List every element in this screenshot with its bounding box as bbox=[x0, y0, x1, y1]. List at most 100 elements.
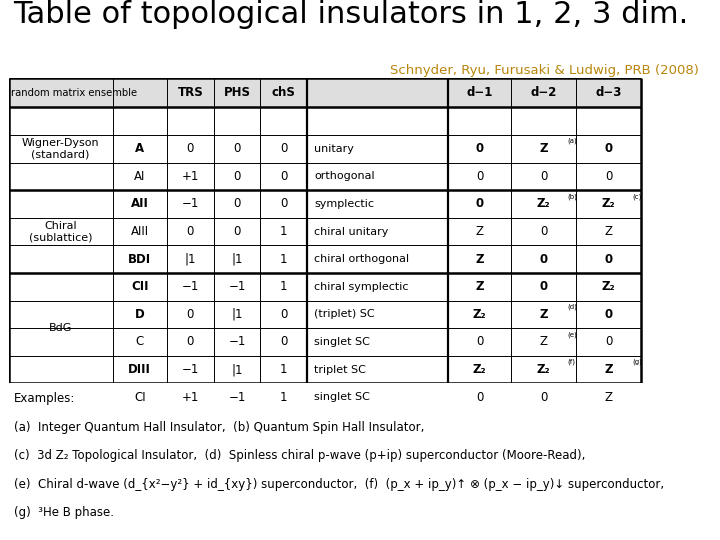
Text: Z: Z bbox=[605, 225, 613, 238]
Text: 0: 0 bbox=[280, 142, 287, 155]
Text: 0: 0 bbox=[540, 170, 547, 183]
Text: singlet SC: singlet SC bbox=[315, 392, 370, 402]
Text: (a): (a) bbox=[567, 138, 577, 145]
Text: BDI: BDI bbox=[128, 253, 151, 266]
Text: (b): (b) bbox=[567, 193, 577, 200]
Text: (c): (c) bbox=[632, 193, 642, 200]
Text: Z₂: Z₂ bbox=[602, 280, 616, 293]
Text: 1: 1 bbox=[280, 253, 287, 266]
Text: 0: 0 bbox=[475, 142, 484, 155]
Text: 0: 0 bbox=[186, 335, 194, 348]
Text: 1: 1 bbox=[280, 280, 287, 293]
Text: −1: −1 bbox=[181, 363, 199, 376]
Text: (g)  ³He B phase.: (g) ³He B phase. bbox=[14, 506, 114, 519]
Text: 0: 0 bbox=[475, 198, 484, 211]
Text: −1: −1 bbox=[181, 198, 199, 211]
Text: 1: 1 bbox=[280, 391, 287, 404]
Text: AI: AI bbox=[134, 170, 145, 183]
Text: Z: Z bbox=[539, 142, 548, 155]
Text: 1: 1 bbox=[280, 363, 287, 376]
Text: BdG: BdG bbox=[49, 323, 72, 333]
Text: Z₂: Z₂ bbox=[537, 363, 551, 376]
Text: (e): (e) bbox=[567, 331, 577, 338]
Text: 0: 0 bbox=[540, 391, 547, 404]
Text: AII: AII bbox=[131, 198, 148, 211]
Text: Z: Z bbox=[475, 253, 484, 266]
Text: Z: Z bbox=[605, 363, 613, 376]
Text: DIII: DIII bbox=[128, 363, 151, 376]
Text: chiral symplectic: chiral symplectic bbox=[315, 282, 409, 292]
Text: −1: −1 bbox=[228, 280, 246, 293]
Text: unitary: unitary bbox=[315, 144, 354, 154]
Text: |1: |1 bbox=[231, 308, 243, 321]
Text: 0: 0 bbox=[605, 308, 613, 321]
Text: +1: +1 bbox=[181, 170, 199, 183]
Text: 0: 0 bbox=[540, 253, 548, 266]
Text: Z₂: Z₂ bbox=[472, 363, 486, 376]
Text: 0: 0 bbox=[605, 253, 613, 266]
Text: d−2: d−2 bbox=[531, 86, 557, 99]
Text: 0: 0 bbox=[186, 142, 194, 155]
Text: −1: −1 bbox=[228, 391, 246, 404]
Bar bbox=[9, 78, 641, 107]
Text: 1: 1 bbox=[280, 225, 287, 238]
Text: 0: 0 bbox=[280, 170, 287, 183]
Text: Z: Z bbox=[475, 225, 483, 238]
Text: 0: 0 bbox=[476, 391, 483, 404]
Text: 0: 0 bbox=[540, 225, 547, 238]
Text: 0: 0 bbox=[476, 170, 483, 183]
Text: 0: 0 bbox=[233, 198, 240, 211]
Text: Chiral
(sublattice): Chiral (sublattice) bbox=[29, 221, 92, 242]
Text: |1: |1 bbox=[231, 363, 243, 376]
Text: 0: 0 bbox=[605, 335, 613, 348]
Text: −1: −1 bbox=[228, 335, 246, 348]
Text: random matrix ensemble: random matrix ensemble bbox=[11, 88, 137, 98]
Text: 0: 0 bbox=[186, 225, 194, 238]
Text: −1: −1 bbox=[181, 280, 199, 293]
Text: 0: 0 bbox=[233, 142, 240, 155]
Text: (e)  Chiral d-wave (d_{x²−y²} + id_{xy}) superconductor,  (f)  (p_x + ip_y)↑ ⊗ (: (e) Chiral d-wave (d_{x²−y²} + id_{xy}) … bbox=[14, 478, 665, 491]
Text: symplectic: symplectic bbox=[315, 199, 374, 209]
Text: 0: 0 bbox=[280, 198, 287, 211]
Text: Schnyder, Ryu, Furusaki & Ludwig, PRB (2008): Schnyder, Ryu, Furusaki & Ludwig, PRB (2… bbox=[390, 64, 698, 77]
Text: (c)  3d Z₂ Topological Insulator,  (d)  Spinless chiral p-wave (p+ip) supercondu: (c) 3d Z₂ Topological Insulator, (d) Spi… bbox=[14, 449, 585, 462]
Text: Z₂: Z₂ bbox=[472, 308, 486, 321]
Text: Examples:: Examples: bbox=[14, 392, 76, 405]
Text: chS: chS bbox=[272, 86, 296, 99]
Text: Z: Z bbox=[605, 391, 613, 404]
Text: 0: 0 bbox=[540, 280, 548, 293]
Text: |1: |1 bbox=[231, 253, 243, 266]
Text: CI: CI bbox=[134, 391, 145, 404]
Text: C: C bbox=[135, 335, 144, 348]
Text: Z₂: Z₂ bbox=[602, 198, 616, 211]
Text: 0: 0 bbox=[605, 142, 613, 155]
Text: 0: 0 bbox=[233, 170, 240, 183]
Text: (triplet) SC: (triplet) SC bbox=[315, 309, 375, 319]
Text: 0: 0 bbox=[280, 335, 287, 348]
Text: Wigner-Dyson
(standard): Wigner-Dyson (standard) bbox=[22, 138, 99, 159]
Text: (a)  Integer Quantum Hall Insulator,  (b) Quantum Spin Hall Insulator,: (a) Integer Quantum Hall Insulator, (b) … bbox=[14, 421, 425, 434]
Text: TRS: TRS bbox=[177, 86, 203, 99]
Text: singlet SC: singlet SC bbox=[315, 337, 370, 347]
Text: (f): (f) bbox=[567, 359, 575, 366]
Text: d−3: d−3 bbox=[595, 86, 622, 99]
Text: PHS: PHS bbox=[223, 86, 251, 99]
Text: Z: Z bbox=[540, 335, 548, 348]
Text: chiral unitary: chiral unitary bbox=[315, 227, 389, 237]
Text: 0: 0 bbox=[280, 308, 287, 321]
Text: Z: Z bbox=[475, 280, 484, 293]
Text: orthogonal: orthogonal bbox=[315, 171, 375, 181]
Text: D: D bbox=[135, 308, 145, 321]
Text: 0: 0 bbox=[186, 308, 194, 321]
Text: 0: 0 bbox=[605, 170, 613, 183]
Text: (g): (g) bbox=[632, 359, 642, 366]
Text: |1: |1 bbox=[184, 253, 196, 266]
Text: chiral orthogonal: chiral orthogonal bbox=[315, 254, 410, 264]
Text: Z: Z bbox=[539, 308, 548, 321]
Text: triplet SC: triplet SC bbox=[315, 364, 366, 375]
Text: Z₂: Z₂ bbox=[537, 198, 551, 211]
Text: Table of topological insulators in 1, 2, 3 dim.: Table of topological insulators in 1, 2,… bbox=[13, 0, 688, 29]
Text: 0: 0 bbox=[233, 225, 240, 238]
Text: AIII: AIII bbox=[130, 225, 149, 238]
Text: +1: +1 bbox=[181, 391, 199, 404]
